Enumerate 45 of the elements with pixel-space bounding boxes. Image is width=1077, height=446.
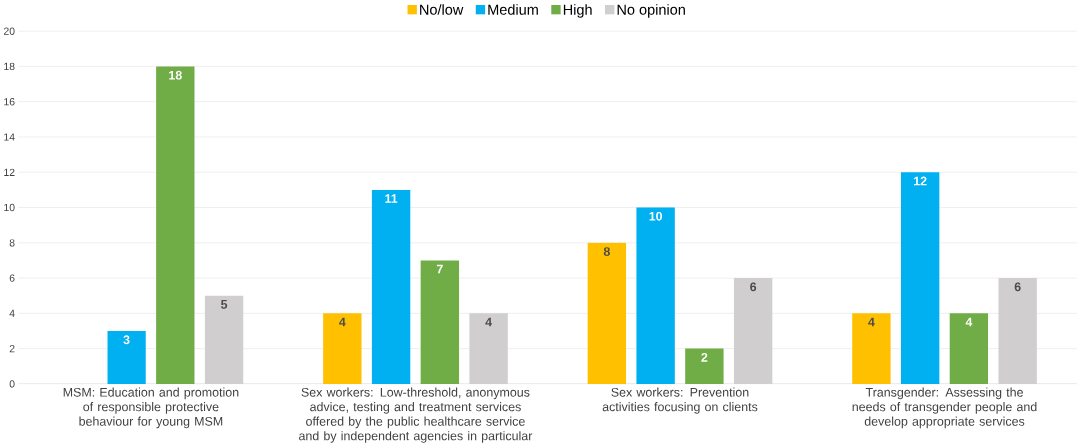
- bar: [900, 172, 940, 384]
- y-tick-label: 4: [9, 309, 15, 317]
- y-tick-label: 16: [4, 97, 15, 106]
- legend-label: High: [563, 4, 592, 18]
- data-label: 5: [221, 299, 228, 309]
- data-label: 11: [385, 194, 398, 203]
- bar: [949, 313, 989, 384]
- data-label: 7: [436, 264, 443, 274]
- y-tick-label: 12: [4, 168, 15, 176]
- bar: [323, 313, 362, 384]
- bar: [156, 66, 195, 384]
- x-tick-label: Sex workers: Low-threshold, anonymous advice, testing and treatment services offered by the public healthcare service and by independent agencies in particular: [299, 387, 533, 443]
- legend-label: Medium: [488, 4, 538, 15]
- y-tick-label: 8: [9, 239, 15, 247]
- bar: [371, 189, 411, 384]
- data-label: 6: [1014, 282, 1021, 292]
- data-label: 4: [965, 317, 973, 327]
- x-tick-label: Transgender: Assessing the needs of transgender people and develop appropriate services: [852, 387, 1037, 429]
- y-tick-label: 6: [9, 274, 15, 282]
- y-tick-label: 2: [9, 344, 15, 353]
- bar: [636, 207, 675, 384]
- y-tick-label: 20: [3, 27, 15, 35]
- x-tick-label: Sex workers: Prevention activities focusing on clients: [602, 387, 758, 414]
- legend-label: No opinion: [617, 4, 685, 18]
- y-tick-label: 0: [9, 380, 15, 388]
- bar: [587, 242, 627, 384]
- y-tick-label: 10: [4, 203, 15, 212]
- y-tick-label: 14: [4, 133, 15, 141]
- data-label: 12: [914, 176, 927, 186]
- y-tick-label: 18: [4, 62, 15, 71]
- bar: [107, 330, 146, 384]
- bar: [420, 260, 460, 384]
- data-label: 8: [603, 247, 610, 256]
- data-label: 4: [868, 317, 875, 327]
- data-label: 3: [123, 335, 130, 345]
- data-label: 4: [339, 317, 346, 327]
- data-label: 10: [649, 211, 663, 221]
- x-tick-label: MSM: Education and promotion of responsible protective behaviour for young MSM: [63, 387, 239, 429]
- data-label: 4: [485, 317, 492, 327]
- legend-label: No/low: [420, 4, 464, 15]
- bar: [852, 313, 891, 384]
- data-label: 18: [169, 70, 182, 80]
- bar: [685, 348, 724, 384]
- data-label: 6: [750, 282, 757, 292]
- data-label: 2: [701, 352, 708, 362]
